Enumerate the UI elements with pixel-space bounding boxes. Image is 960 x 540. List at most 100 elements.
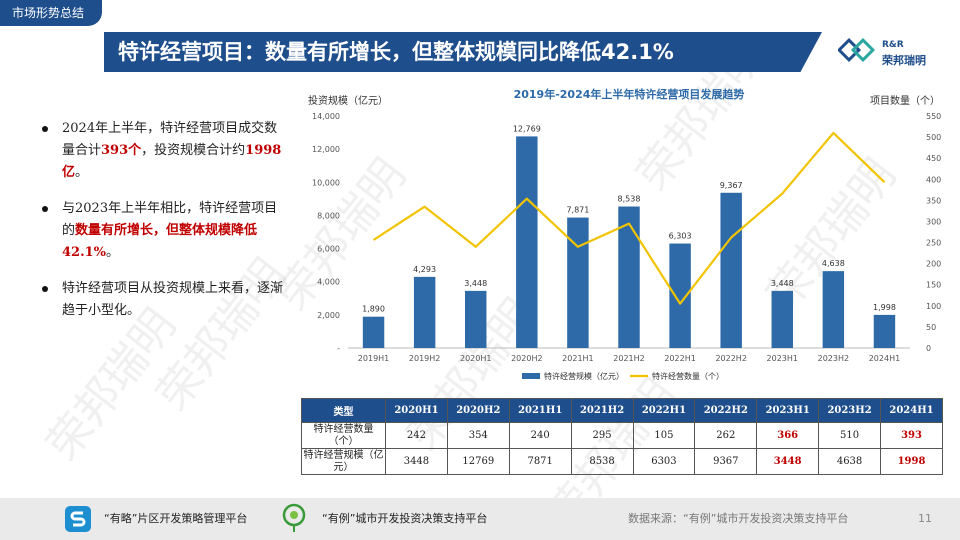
bar-value-label: 1,890 bbox=[362, 305, 385, 314]
x-tick-label: 2021H2 bbox=[613, 354, 644, 363]
column-header: 2022H1 bbox=[632, 398, 696, 423]
table-cell: 366 bbox=[756, 422, 820, 449]
right-tick-label: 500 bbox=[926, 133, 941, 142]
footer: “有略”片区开发策略管理平台 “有例”城市开发投资决策支持平台 数据来源：“有例… bbox=[0, 498, 960, 540]
table-cell: 4638 bbox=[818, 448, 881, 475]
bullet-item: 与2023年上半年相比，特许经营项目的数量有所增长，但整体规模降低42.1%。 bbox=[40, 198, 290, 264]
bullet-item: 特许经营项目从投资规模上来看，逐渐趋于小型化。 bbox=[40, 278, 290, 322]
bar-value-label: 3,448 bbox=[464, 279, 487, 288]
x-tick-label: 2019H2 bbox=[409, 354, 440, 363]
left-tick-label: 14,000 bbox=[312, 112, 340, 121]
column-header: 2021H1 bbox=[508, 398, 572, 423]
column-header: 2024H1 bbox=[880, 398, 943, 423]
left-tick-label: 12,000 bbox=[312, 145, 340, 154]
x-tick-label: 2023H1 bbox=[767, 354, 798, 363]
bar bbox=[720, 192, 742, 348]
row-header: 特许经营数量（个） bbox=[301, 422, 386, 449]
bar bbox=[771, 290, 794, 348]
table-cell: 8538 bbox=[570, 448, 634, 475]
right-tick-label: 50 bbox=[926, 323, 936, 332]
table-cell: 3448 bbox=[385, 448, 448, 475]
x-tick-label: 2019H1 bbox=[358, 354, 389, 363]
logo-mark-icon bbox=[838, 37, 876, 63]
youlue-logo-icon[interactable] bbox=[65, 506, 91, 532]
table-cell: 7871 bbox=[508, 448, 572, 475]
bar bbox=[516, 136, 538, 348]
column-header: 2022H2 bbox=[694, 398, 758, 423]
logo-cn: 荣邦瑞明 bbox=[882, 54, 926, 67]
legend-line-label: 特许经营数量（个） bbox=[652, 371, 724, 381]
right-tick-label: 0 bbox=[926, 344, 931, 353]
x-tick-label: 2022H1 bbox=[664, 354, 695, 363]
table-cell: 3448 bbox=[756, 448, 820, 475]
bar bbox=[618, 206, 640, 348]
chart-title: 2019年-2024年上半年特许经营项目发展趋势 bbox=[514, 87, 745, 101]
column-header: 2020H1 bbox=[385, 398, 448, 423]
summary-bullets: 2024年上半年，特许经营项目成交数量合计393个，投资规模合计约1998亿。 … bbox=[40, 118, 290, 336]
table-header-row: 类型 2020H1 2020H2 2021H1 2021H2 2022H1 20… bbox=[301, 398, 943, 423]
bar-value-label: 6,303 bbox=[669, 232, 692, 241]
bar bbox=[873, 314, 896, 348]
table-cell: 12769 bbox=[446, 448, 510, 475]
left-tick-label: 8,000 bbox=[317, 211, 340, 220]
x-tick-label: 2020H1 bbox=[460, 354, 491, 363]
table-cell: 9367 bbox=[694, 448, 758, 475]
bar bbox=[464, 290, 487, 348]
table-row: 特许经营规模（亿元） 3448 12769 7871 8538 6303 936… bbox=[301, 448, 943, 475]
right-tick-label: 100 bbox=[926, 302, 941, 311]
bar-value-label: 9,367 bbox=[720, 181, 743, 190]
table-cell: 295 bbox=[570, 422, 634, 449]
x-tick-label: 2021H1 bbox=[562, 354, 593, 363]
left-tick-label: 10,000 bbox=[312, 178, 340, 187]
right-tick-label: 350 bbox=[926, 196, 941, 205]
bar-value-label: 4,293 bbox=[413, 265, 436, 274]
column-header: 2020H2 bbox=[446, 398, 510, 423]
title-bar: 特许经营项目：数量有所增长，但整体规模同比降低42.1% bbox=[104, 32, 822, 72]
right-tick-label: 550 bbox=[926, 112, 941, 121]
logo-en: R&R bbox=[882, 40, 904, 50]
right-tick-label: 400 bbox=[926, 175, 941, 184]
x-tick-label: 2023H2 bbox=[818, 354, 849, 363]
bar bbox=[669, 243, 691, 348]
table-cell: 510 bbox=[818, 422, 881, 449]
legend-bar-label: 特许经营规模（亿元） bbox=[544, 371, 624, 381]
bullet-item: 2024年上半年，特许经营项目成交数量合计393个，投资规模合计约1998亿。 bbox=[40, 118, 290, 184]
platform-link-youlue[interactable]: “有略”片区开发策略管理平台 bbox=[104, 512, 248, 525]
right-tick-label: 300 bbox=[926, 217, 941, 226]
count-series-line bbox=[372, 131, 886, 305]
table-cell: 105 bbox=[632, 422, 696, 449]
platform-link-youli[interactable]: “有例”城市开发投资决策支持平台 bbox=[322, 512, 488, 525]
left-tick-label: 2,000 bbox=[317, 311, 340, 320]
youli-logo-icon[interactable] bbox=[280, 503, 308, 533]
x-tick-label: 2020H2 bbox=[511, 354, 542, 363]
right-axis-label: 项目数量（个） bbox=[870, 94, 940, 107]
page-number: 11 bbox=[918, 512, 932, 525]
bar-value-label: 7,871 bbox=[566, 206, 589, 215]
bar bbox=[567, 217, 589, 348]
table-cell: 354 bbox=[446, 422, 510, 449]
table-corner-header: 类型 bbox=[301, 398, 386, 423]
bar-value-label: 1,998 bbox=[873, 303, 896, 312]
column-header: 2023H2 bbox=[818, 398, 881, 423]
bar-value-label: 4,638 bbox=[822, 259, 845, 268]
right-tick-label: 200 bbox=[926, 260, 941, 269]
data-table: 类型 2020H1 2020H2 2021H1 2021H2 2022H1 20… bbox=[301, 398, 943, 475]
table-cell: 1998 bbox=[880, 448, 943, 475]
right-tick-label: 150 bbox=[926, 281, 941, 290]
legend-bar-swatch bbox=[522, 373, 540, 379]
section-tag: 市场形势总结 bbox=[0, 0, 102, 26]
company-logo: R&R 荣邦瑞明 bbox=[838, 35, 938, 69]
table-cell: 393 bbox=[880, 422, 943, 449]
left-tick-label: 4,000 bbox=[317, 278, 340, 287]
data-source: 数据来源：“有例”城市开发投资决策支持平台 bbox=[628, 512, 849, 525]
left-tick-label: - bbox=[337, 344, 340, 353]
bar-value-label: 8,538 bbox=[618, 195, 641, 204]
column-header: 2021H2 bbox=[570, 398, 634, 423]
bar-value-label: 12,769 bbox=[513, 124, 541, 133]
column-header: 2023H1 bbox=[756, 398, 820, 423]
bar bbox=[362, 316, 385, 348]
left-axis-label: 投资规模（亿元） bbox=[308, 94, 388, 107]
bar bbox=[822, 271, 845, 348]
right-tick-label: 450 bbox=[926, 154, 941, 163]
